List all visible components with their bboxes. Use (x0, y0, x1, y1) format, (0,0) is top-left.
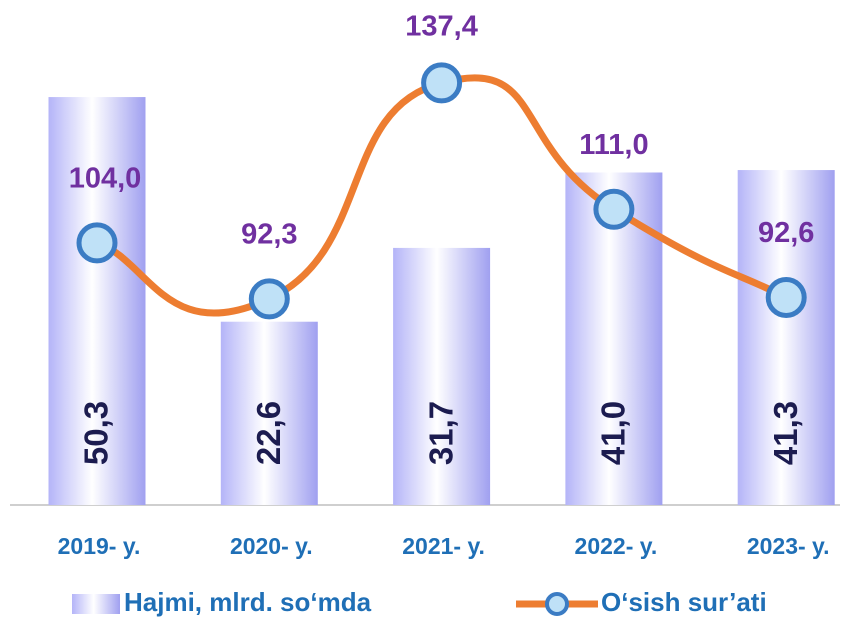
line-value-label: 104,0 (69, 162, 142, 194)
legend-swatch (545, 592, 569, 616)
x-tick-label: 2020- y. (230, 533, 313, 559)
line-value-label: 92,6 (758, 217, 814, 249)
line-value-label: 92,3 (241, 219, 297, 251)
legend-label: O‘sish sur’ati (601, 587, 767, 617)
line-value-label: 111,0 (579, 129, 648, 161)
line-marker (421, 62, 463, 104)
bar (737, 170, 835, 505)
bar-value-label: 31,7 (422, 401, 459, 465)
x-tick-label: 2022- y. (575, 533, 658, 559)
x-tick-label: 2023- y. (747, 533, 830, 559)
bar-value-label: 22,6 (250, 401, 287, 465)
legend-label: Hajmi, mlrd. so‘mda (124, 587, 372, 617)
line-marker (248, 278, 290, 320)
line-marker (765, 276, 807, 318)
bar-value-label: 50,3 (78, 401, 115, 465)
line-marker (593, 188, 635, 230)
line-value-label: 137,4 (405, 11, 478, 43)
legend-swatch (72, 594, 120, 614)
line-marker (76, 222, 118, 264)
bar (393, 247, 491, 505)
bar-value-label: 41,0 (595, 401, 632, 465)
x-tick-label: 2021- y. (402, 533, 485, 559)
x-tick-label: 2019- y. (58, 533, 141, 559)
bar (48, 97, 146, 505)
bar (220, 321, 318, 505)
bar-value-label: 41,3 (767, 401, 804, 465)
